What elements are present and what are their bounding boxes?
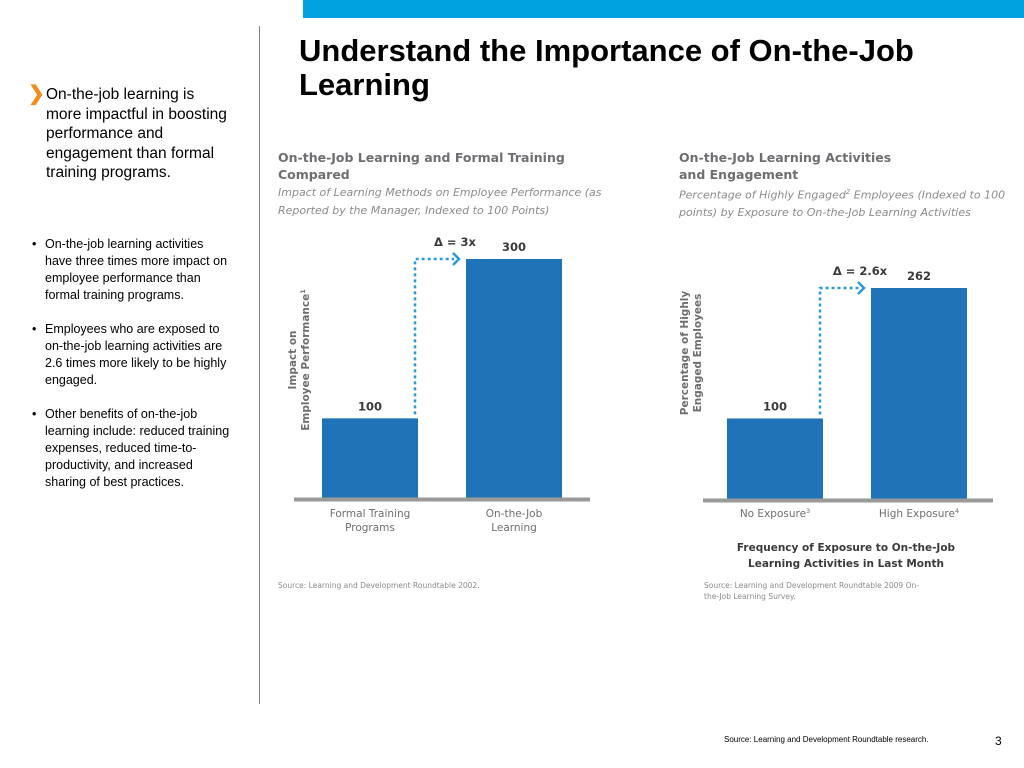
chart1-category-label: Formal Training: [330, 508, 411, 520]
lead-point: ❯ On-the-job learning is more impactful …: [28, 83, 228, 183]
top-accent-bar: [303, 0, 1024, 18]
chevron-icon: ❯: [28, 83, 45, 105]
chart1-value-label: 300: [502, 240, 526, 254]
chart1-category-label: On-the-Job: [486, 508, 543, 520]
chart1-category-label: Programs: [345, 522, 395, 534]
chart1-delta-annotation: Δ = 3x: [434, 235, 477, 249]
page-title: Understand the Importance of On-the-Job …: [299, 33, 914, 102]
chart2-subtitle: Percentage of Highly Engaged2 Employees …: [679, 188, 1006, 220]
chart2-y-axis-label: Engaged Employees: [692, 294, 704, 413]
chart2-delta-arrow: [818, 286, 859, 415]
bullet-item: Other benefits of on-the-job learning in…: [30, 406, 230, 491]
chart1-category-label: Learning: [491, 522, 537, 534]
bullet-list: On-the-job learning activities have thre…: [30, 236, 230, 508]
chart2-x-axis-title: Learning Activities in Last Month: [748, 558, 944, 570]
column-divider: [259, 26, 260, 704]
bullet-item: Employees who are exposed to on-the-job …: [30, 321, 230, 389]
chart1-arrowhead-icon: [452, 252, 461, 266]
chart2-y-axis-label: Percentage of Highly: [679, 291, 691, 416]
chart2-value-label: 100: [763, 399, 787, 413]
chart2-arrowhead-icon: [857, 281, 866, 295]
chart2-title: On-the-Job Learning Activities and Engag…: [679, 150, 892, 182]
chart2-category-label: No Exposure3: [740, 507, 810, 520]
chart2-x-axis-title: Frequency of Exposure to On-the-Job: [737, 542, 956, 554]
lead-text: On-the-job learning is more impactful in…: [46, 86, 227, 181]
chart1-subtitle: Impact of Learning Methods on Employee P…: [278, 186, 602, 217]
footer-source: Source: Learning and Development Roundta…: [724, 735, 929, 744]
chart1-bar: [466, 259, 562, 498]
bullet-item: On-the-job learning activities have thre…: [30, 236, 230, 304]
chart2-bar: [871, 288, 967, 499]
chart2-category-label: High Exposure4: [879, 507, 959, 520]
chart1-bar: [322, 418, 418, 498]
chart1-y-axis-label: Impact on: [287, 330, 299, 389]
chart2-value-label: 262: [907, 269, 931, 283]
chart2-bar: [727, 418, 823, 499]
chart1-value-label: 100: [358, 399, 382, 413]
page-number: 3: [995, 734, 1002, 748]
chart1-title: On-the-Job Learning and Formal Training …: [278, 150, 565, 182]
chart2-delta-annotation: Δ = 2.6x: [833, 264, 888, 278]
chart2-source: Source: Learning and Development Roundta…: [704, 581, 919, 601]
chart1-delta-arrow: [413, 257, 454, 415]
chart1-source: Source: Learning and Development Roundta…: [278, 581, 480, 590]
chart1-y-axis-label: Employee Performance1: [299, 289, 312, 431]
